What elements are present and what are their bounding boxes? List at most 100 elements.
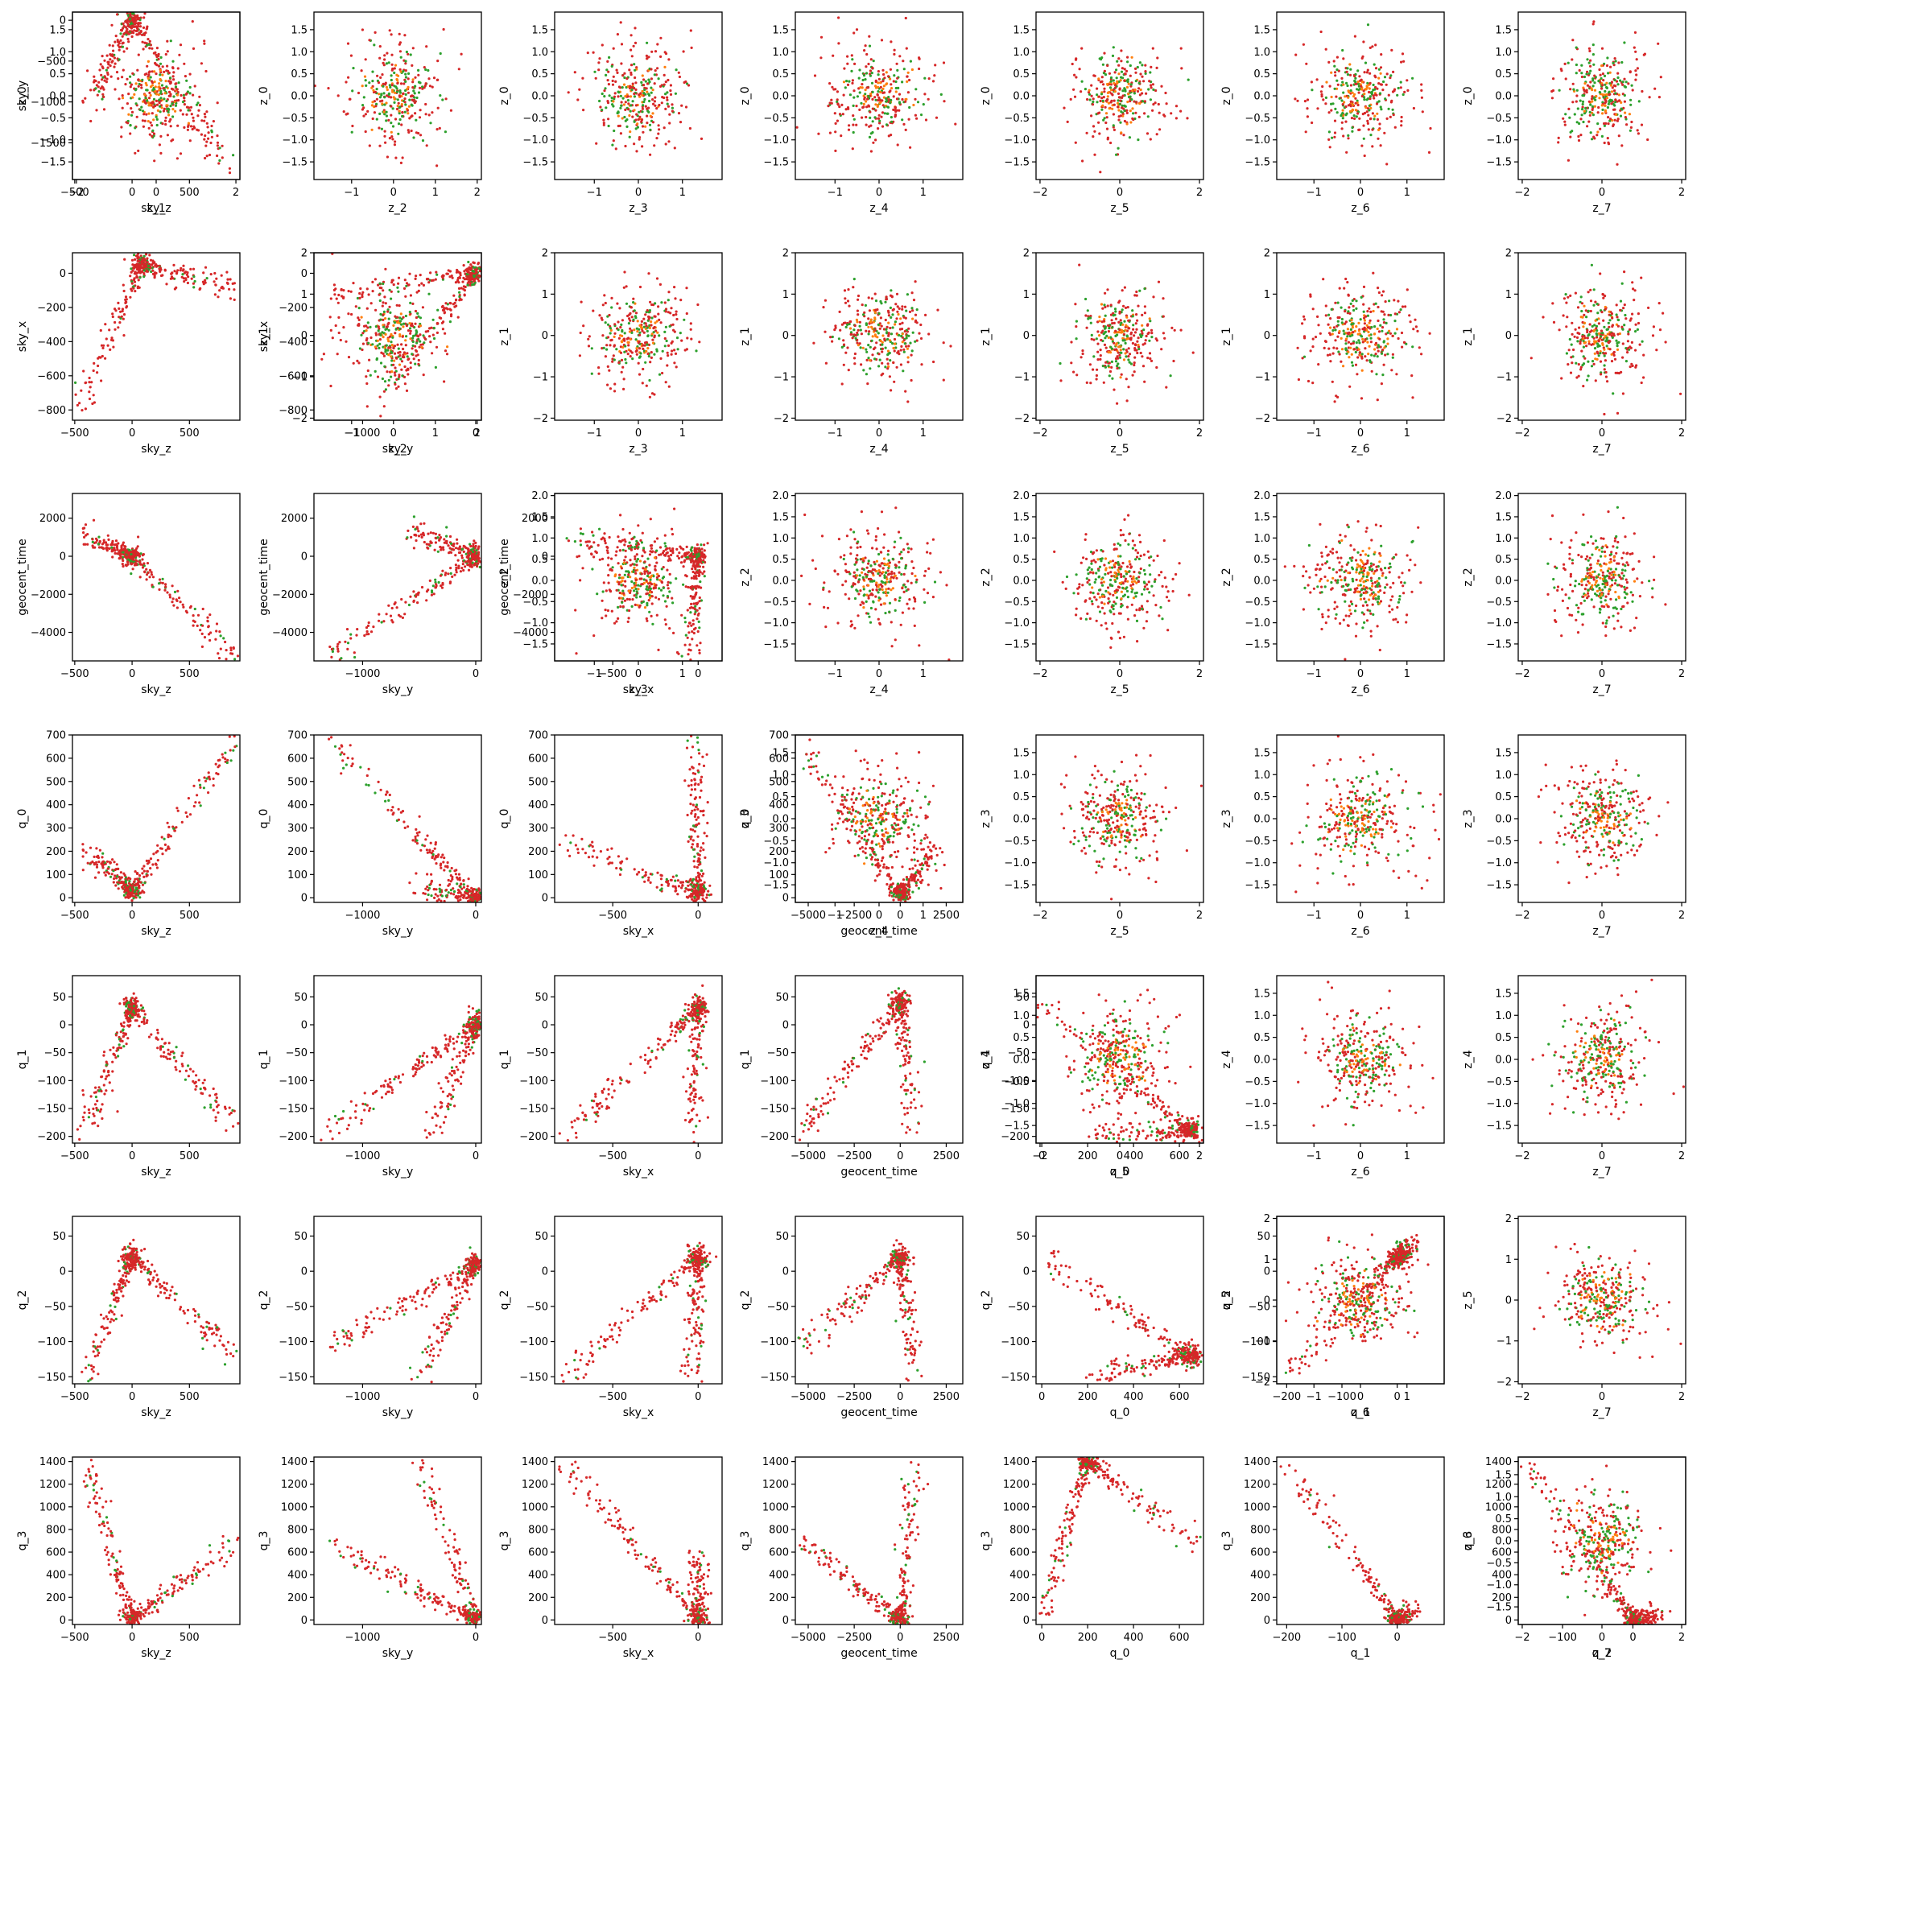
scatter-point — [380, 1084, 383, 1088]
y-tick-label: 0 — [60, 1020, 66, 1032]
scatter-point — [874, 1034, 877, 1038]
scatter-point — [703, 575, 706, 578]
scatter-point — [457, 873, 461, 876]
scatter-point — [119, 1039, 122, 1042]
scatter-point — [200, 632, 204, 636]
y-tick-label: 600 — [528, 753, 548, 765]
scatter-point — [122, 317, 125, 320]
scatter-point — [159, 1055, 163, 1058]
scatter-point — [674, 890, 677, 893]
scatter-point — [921, 878, 924, 882]
scatter-point — [688, 1086, 691, 1089]
scatter-point — [573, 540, 577, 543]
scatter-point — [331, 650, 334, 654]
scatter-point — [209, 1106, 213, 1109]
scatter-point — [469, 278, 472, 281]
scatter-point — [691, 568, 694, 571]
scatter-point — [656, 1048, 659, 1051]
scatter-point — [138, 25, 142, 28]
scatter-point — [901, 1019, 904, 1022]
scatter-point — [693, 896, 696, 899]
y-tick-label: 0 — [60, 268, 66, 280]
scatter-point — [443, 308, 446, 311]
scatter-point — [128, 885, 131, 888]
scatter-point — [232, 749, 235, 752]
scatter-point — [218, 764, 221, 767]
scatter-point — [910, 1101, 913, 1104]
scatter-point — [228, 735, 231, 738]
scatter-point — [448, 1072, 452, 1075]
scatter-point — [91, 540, 94, 544]
scatter-point — [431, 856, 434, 860]
scatter-point — [420, 535, 423, 539]
scatter-point — [698, 607, 701, 610]
scatter-point — [341, 745, 344, 748]
scatter-point — [205, 155, 208, 158]
x-axis-label: sky_x — [623, 925, 654, 938]
scatter-point — [158, 582, 161, 585]
scatter-point — [877, 865, 880, 869]
scatter-point — [129, 1024, 132, 1027]
scatter-point — [346, 642, 350, 645]
scatter-point — [693, 1001, 696, 1004]
scatter-point — [379, 415, 382, 418]
scatter-point — [910, 878, 914, 882]
x-tick-label: 0 — [897, 910, 903, 922]
scatter-point — [686, 813, 689, 817]
scatter-point — [472, 261, 475, 264]
scatter-point — [453, 1104, 456, 1108]
x-tick-label: −500 — [60, 1150, 89, 1162]
scatter-point — [895, 1004, 898, 1007]
scatter-point — [338, 747, 341, 750]
scatter-point — [353, 651, 356, 654]
y-tick-label: −200 — [37, 302, 66, 314]
scatter-point — [164, 848, 167, 852]
scatter-point — [436, 536, 440, 539]
scatter-point — [691, 630, 694, 634]
scatter-point — [213, 271, 217, 275]
scatter-point — [689, 794, 692, 797]
scatter-point — [890, 883, 894, 886]
axes-frame — [72, 734, 241, 903]
scatter-point — [156, 859, 159, 862]
scatter-point — [423, 1129, 427, 1132]
scatter-point — [592, 864, 596, 867]
scatter-point — [693, 808, 696, 811]
scatter-point — [700, 780, 703, 784]
scatter-point — [460, 556, 464, 559]
scatter-point — [675, 1039, 678, 1042]
scatter-point — [930, 855, 933, 858]
x-tick-label: −1000 — [345, 910, 380, 922]
scatter-point — [109, 75, 113, 78]
scatter-point — [692, 602, 696, 605]
scatter-point — [903, 1022, 906, 1026]
scatter-point — [136, 254, 139, 258]
scatter-point — [919, 881, 923, 885]
scatter-point — [689, 837, 692, 840]
scatter-point — [116, 875, 119, 878]
scatter-point — [644, 873, 647, 877]
scatter-point — [698, 1031, 701, 1034]
scatter-point — [445, 888, 448, 892]
y-tick-label: −1500 — [31, 138, 66, 150]
scatter-point — [638, 870, 641, 874]
scatter-point — [356, 628, 359, 631]
scatter-point — [114, 884, 118, 887]
scatter-point — [618, 539, 621, 543]
scatter-point — [810, 1120, 813, 1123]
scatter-point — [865, 1034, 868, 1037]
scatter-point — [105, 337, 108, 341]
scatter-point — [906, 1125, 910, 1129]
scatter-point — [431, 1046, 434, 1050]
scatter-point — [102, 539, 105, 542]
x-tick-label: −1000 — [345, 1150, 380, 1162]
scatter-point — [462, 568, 465, 572]
scatter-point — [116, 1110, 119, 1113]
scatter-point — [462, 544, 465, 548]
scatter-point — [693, 607, 696, 610]
scatter-point — [474, 541, 477, 545]
y-tick-label: 700 — [769, 730, 789, 742]
scatter-point — [401, 1073, 405, 1076]
scatter-point — [121, 309, 124, 313]
